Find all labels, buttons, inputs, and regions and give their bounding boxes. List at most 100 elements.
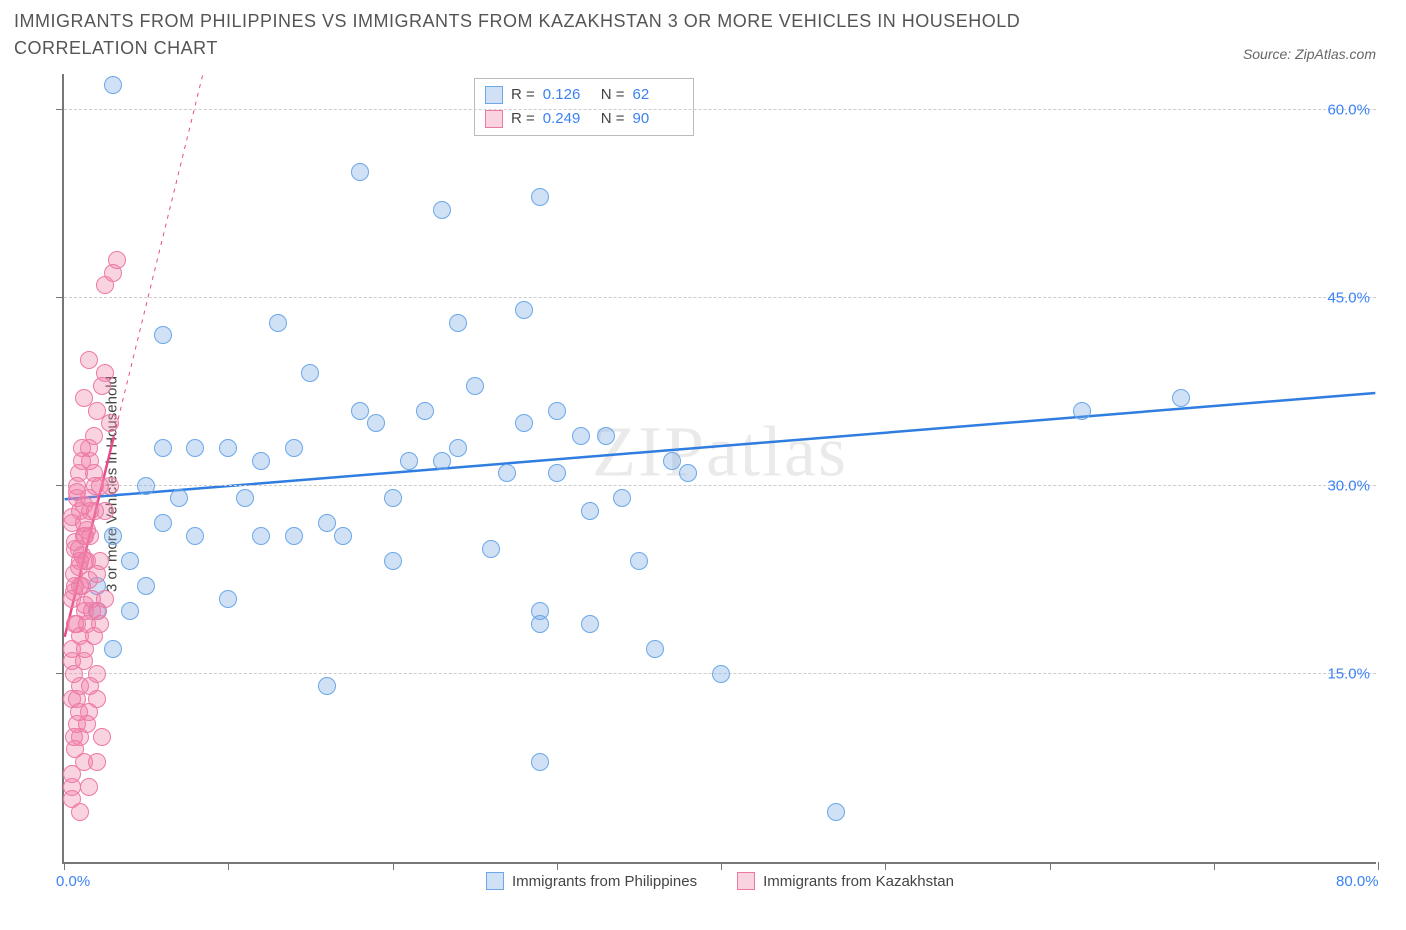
point-philippines <box>104 527 122 545</box>
point-philippines <box>581 502 599 520</box>
point-philippines <box>285 527 303 545</box>
point-kazakhstan <box>88 690 106 708</box>
chart-container: 3 or more Vehicles in Household ZIPatlas… <box>14 74 1392 894</box>
trend-line <box>114 74 261 437</box>
point-philippines <box>252 452 270 470</box>
point-philippines <box>515 414 533 432</box>
point-kazakhstan <box>96 590 114 608</box>
n-label: N = <box>601 107 625 131</box>
trend-line <box>65 393 1376 499</box>
point-philippines <box>154 439 172 457</box>
point-kazakhstan <box>71 552 89 570</box>
point-philippines <box>301 364 319 382</box>
gridline <box>64 485 1376 486</box>
point-philippines <box>170 489 188 507</box>
point-philippines <box>318 514 336 532</box>
point-philippines <box>466 377 484 395</box>
point-kazakhstan <box>101 414 119 432</box>
point-philippines <box>219 590 237 608</box>
point-kazakhstan <box>88 753 106 771</box>
r-label: R = <box>511 83 535 107</box>
point-philippines <box>663 452 681 470</box>
point-kazakhstan <box>63 778 81 796</box>
point-philippines <box>219 439 237 457</box>
point-philippines <box>104 76 122 94</box>
point-philippines <box>416 402 434 420</box>
legend-label-philippines: Immigrants from Philippines <box>512 873 697 890</box>
point-philippines <box>597 427 615 445</box>
point-philippines <box>252 527 270 545</box>
point-kazakhstan <box>80 778 98 796</box>
stats-row-kazakhstan: R = 0.249 N = 90 <box>485 107 683 131</box>
chart-title: IMMIGRANTS FROM PHILIPPINES VS IMMIGRANT… <box>14 8 1114 62</box>
x-tick <box>1050 862 1051 870</box>
y-tick <box>56 109 64 110</box>
point-philippines <box>679 464 697 482</box>
point-philippines <box>581 615 599 633</box>
point-kazakhstan <box>86 477 104 495</box>
point-kazakhstan <box>81 502 99 520</box>
point-philippines <box>433 201 451 219</box>
stats-row-philippines: R = 0.126 N = 62 <box>485 83 683 107</box>
y-tick <box>56 673 64 674</box>
point-kazakhstan <box>73 452 91 470</box>
header: IMMIGRANTS FROM PHILIPPINES VS IMMIGRANT… <box>0 0 1406 62</box>
point-philippines <box>449 314 467 332</box>
point-philippines <box>482 540 500 558</box>
x-tick <box>1214 862 1215 870</box>
point-philippines <box>531 188 549 206</box>
x-tick <box>64 862 65 870</box>
x-tick <box>393 862 394 870</box>
point-philippines <box>646 640 664 658</box>
point-philippines <box>1172 389 1190 407</box>
point-philippines <box>498 464 516 482</box>
n-label: N = <box>601 83 625 107</box>
point-philippines <box>548 464 566 482</box>
point-philippines <box>827 803 845 821</box>
gridline <box>64 297 1376 298</box>
stats-legend-box: R = 0.126 N = 62 R = 0.249 N = 90 <box>474 78 694 136</box>
point-philippines <box>630 552 648 570</box>
x-tick-label: 0.0% <box>56 873 90 890</box>
gridline <box>64 109 1376 110</box>
point-philippines <box>384 552 402 570</box>
point-philippines <box>367 414 385 432</box>
point-kazakhstan <box>93 728 111 746</box>
point-philippines <box>400 452 418 470</box>
plot-area: ZIPatlas R = 0.126 N = 62 R = 0.249 N = … <box>62 74 1376 864</box>
y-tick-label: 60.0% <box>1327 101 1370 118</box>
point-philippines <box>104 640 122 658</box>
point-philippines <box>154 514 172 532</box>
point-philippines <box>121 602 139 620</box>
point-philippines <box>613 489 631 507</box>
point-kazakhstan <box>63 652 81 670</box>
swatch-philippines <box>485 86 503 104</box>
point-kazakhstan <box>88 565 106 583</box>
point-kazakhstan <box>70 703 88 721</box>
point-philippines <box>1073 402 1091 420</box>
point-philippines <box>269 314 287 332</box>
point-philippines <box>351 163 369 181</box>
swatch-kazakhstan <box>737 872 755 890</box>
n-value-kazakhstan: 90 <box>633 107 683 131</box>
point-kazakhstan <box>80 351 98 369</box>
legend-label-kazakhstan: Immigrants from Kazakhstan <box>763 873 954 890</box>
point-philippines <box>572 427 590 445</box>
point-kazakhstan <box>96 364 114 382</box>
n-value-philippines: 62 <box>633 83 683 107</box>
y-tick-label: 45.0% <box>1327 289 1370 306</box>
point-kazakhstan <box>76 527 94 545</box>
point-philippines <box>712 665 730 683</box>
source-label: Source: ZipAtlas.com <box>1243 46 1376 62</box>
point-philippines <box>449 439 467 457</box>
point-kazakhstan <box>91 615 109 633</box>
point-philippines <box>236 489 254 507</box>
point-philippines <box>531 753 549 771</box>
point-philippines <box>186 527 204 545</box>
point-philippines <box>186 439 204 457</box>
legend-item-philippines: Immigrants from Philippines <box>486 872 697 890</box>
point-kazakhstan <box>75 389 93 407</box>
y-tick <box>56 297 64 298</box>
point-philippines <box>137 477 155 495</box>
point-philippines <box>548 402 566 420</box>
